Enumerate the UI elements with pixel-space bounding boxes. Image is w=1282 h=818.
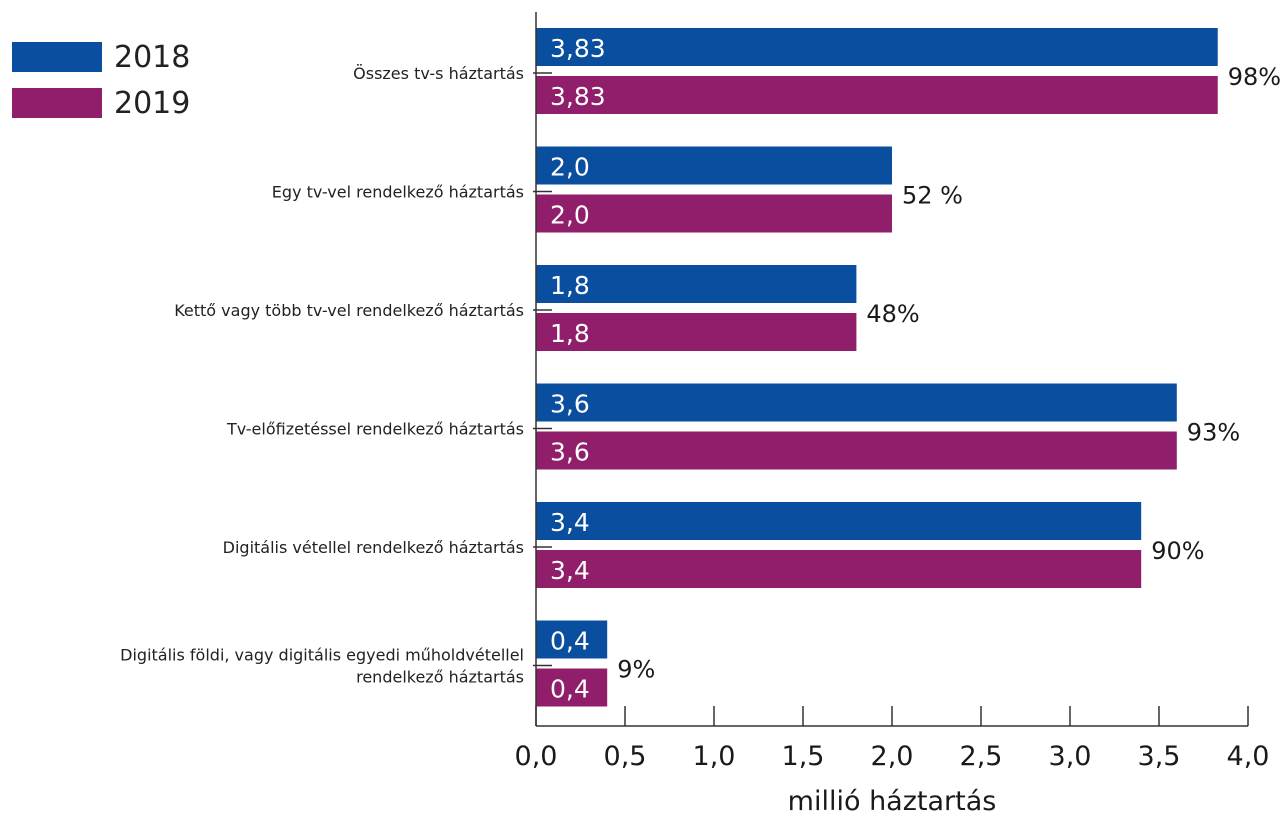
bar-value-label-2018-0: 3,83 (550, 34, 606, 63)
category-label-3: Tv-előfizetéssel rendelkező háztartás (226, 420, 524, 439)
share-label-0: 98% (1228, 63, 1281, 91)
category-label-0: Összes tv-s háztartás (353, 64, 524, 83)
legend-swatch-2018 (12, 42, 102, 72)
x-axis-label: millió háztartás (788, 786, 997, 817)
category-label-5-line-1: rendelkező háztartás (356, 668, 524, 687)
bar-value-label-2018-3: 3,6 (550, 390, 590, 419)
share-label-3: 93% (1187, 419, 1240, 447)
bar-2018-2 (536, 265, 857, 303)
legend-label-2018: 2018 (114, 39, 191, 75)
bar-2018-1 (536, 146, 892, 185)
legend-label-2019: 2019 (114, 85, 191, 121)
category-label-4: Digitális vétellel rendelkező háztartás (223, 538, 524, 557)
bar-2019-5 (536, 668, 608, 707)
bar-2019-4 (536, 550, 1142, 588)
x-tick-label-3: 1,5 (782, 741, 825, 772)
x-tick-label-7: 3,5 (1138, 741, 1181, 772)
x-tick-label-6: 3,0 (1049, 741, 1092, 772)
bar-2019-3 (536, 431, 1177, 470)
bar-value-label-2019-1: 2,0 (550, 201, 590, 230)
legend-item-2019: 2019 (12, 80, 190, 126)
category-label-2: Kettő vagy több tv-vel rendelkező háztar… (174, 301, 524, 320)
bar-value-label-2019-4: 3,4 (550, 556, 590, 585)
share-label-2: 48% (866, 300, 919, 328)
legend-item-2018: 2018 (12, 34, 190, 80)
x-tick-label-8: 4,0 (1227, 741, 1270, 772)
bar-value-label-2018-5: 0,4 (550, 627, 590, 656)
bar-value-label-2019-5: 0,4 (550, 675, 590, 704)
bar-2018-3 (536, 383, 1177, 422)
bar-value-label-2019-3: 3,6 (550, 438, 590, 467)
bar-value-label-2018-1: 2,0 (550, 153, 590, 182)
bar-value-label-2018-4: 3,4 (550, 508, 590, 537)
bar-value-label-2018-2: 1,8 (550, 271, 590, 300)
legend: 2018 2019 (12, 34, 190, 126)
share-label-4: 90% (1151, 537, 1204, 565)
share-label-1: 52 % (902, 182, 963, 210)
bar-2019-2 (536, 313, 857, 351)
bar-2018-5 (536, 620, 608, 659)
category-label-1: Egy tv-vel rendelkező háztartás (272, 183, 524, 202)
x-tick-label-1: 0,5 (604, 741, 647, 772)
bar-2018-0 (536, 28, 1218, 66)
legend-swatch-2019 (12, 88, 102, 118)
bar-2019-0 (536, 76, 1218, 114)
bar-2019-1 (536, 194, 892, 233)
bar-value-label-2019-2: 1,8 (550, 319, 590, 348)
bar-value-label-2019-0: 3,83 (550, 82, 606, 111)
x-tick-label-2: 1,0 (693, 741, 736, 772)
bar-2018-4 (536, 502, 1142, 540)
category-label-5-line-0: Digitális földi, vagy digitális egyedi m… (120, 646, 524, 665)
share-label-5: 9% (617, 656, 655, 684)
x-tick-label-0: 0,0 (515, 741, 558, 772)
x-tick-label-5: 2,5 (960, 741, 1003, 772)
x-tick-label-4: 2,0 (871, 741, 914, 772)
